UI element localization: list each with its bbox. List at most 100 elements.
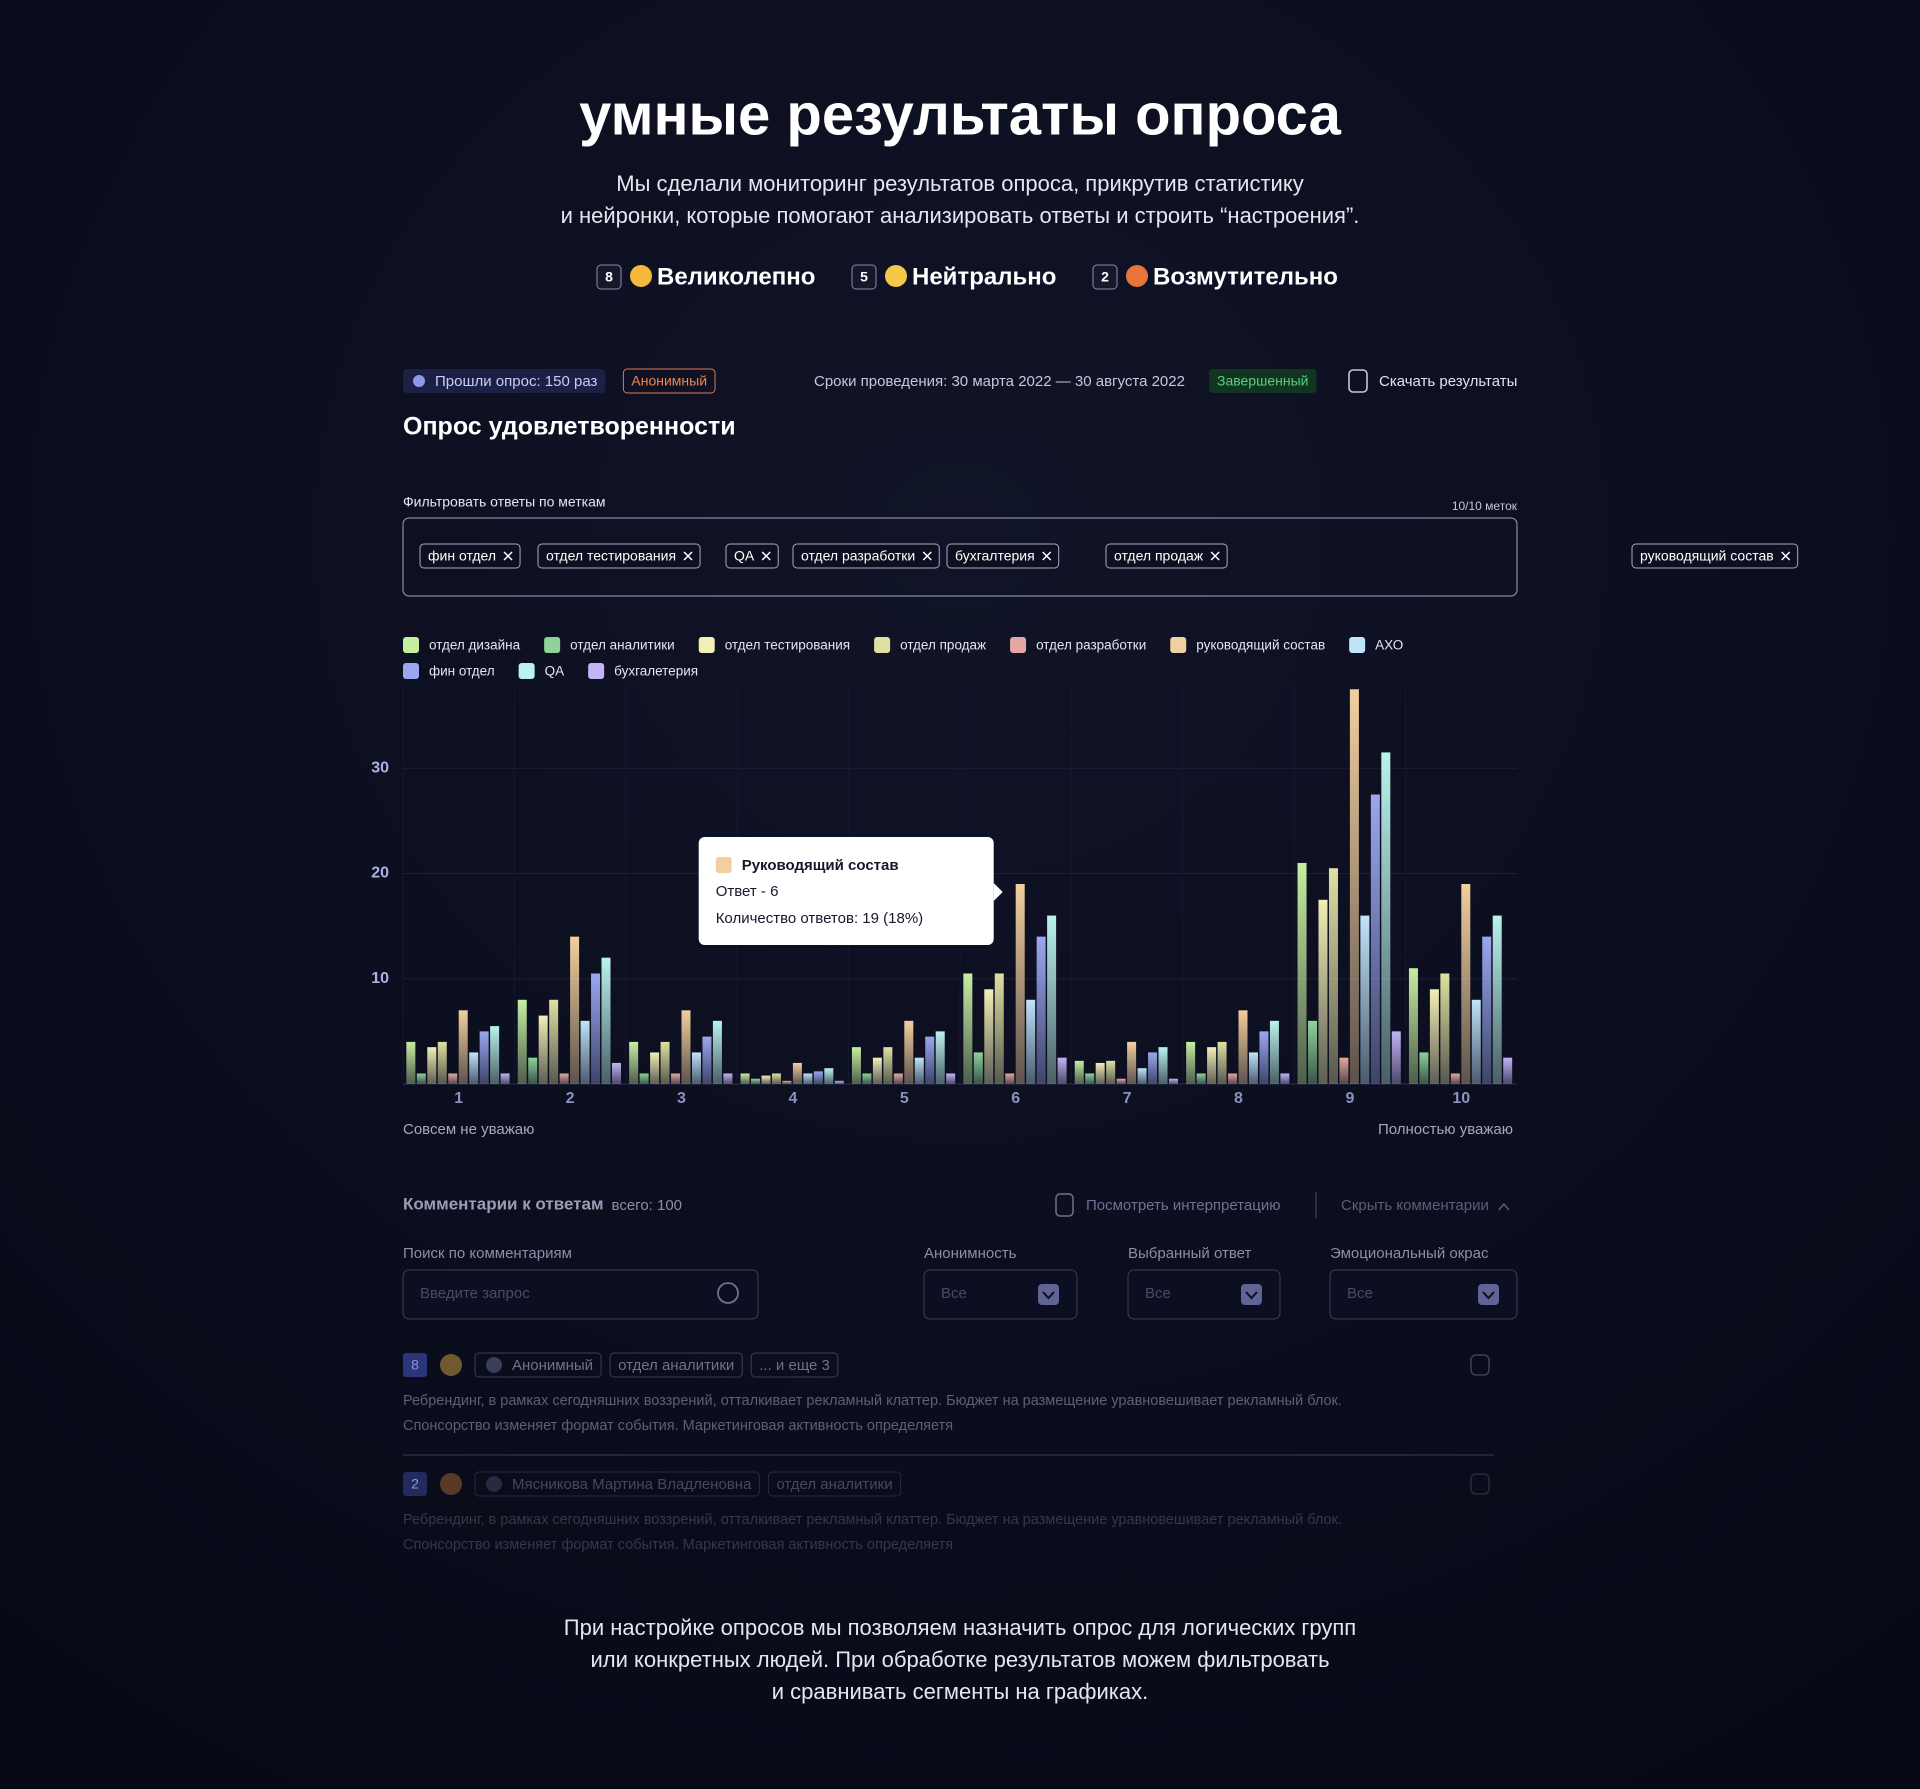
bar — [1450, 1073, 1460, 1084]
copy-icon[interactable] — [1470, 1354, 1490, 1376]
bar — [1047, 915, 1057, 1084]
filter-tag[interactable]: фин отдел — [419, 543, 521, 569]
close-icon[interactable] — [1781, 551, 1791, 561]
passed-chip-bg — [403, 369, 606, 393]
filter-select[interactable] — [1329, 1269, 1518, 1320]
filter-tag[interactable]: бухгалтерия — [946, 543, 1060, 569]
privacy-chip: Анонимный — [622, 368, 716, 394]
bar — [792, 1062, 802, 1084]
filter-tag-bg — [946, 543, 1060, 569]
x-tick-label: 8 — [1234, 1090, 1243, 1107]
interpret[interactable]: Посмотреть интерпретацию — [1086, 1197, 1280, 1214]
bar — [1461, 884, 1471, 1084]
x-tick-label: 10 — [1452, 1090, 1470, 1107]
download[interactable]: Скачать результаты — [1379, 373, 1517, 390]
comment-tag-bg — [767, 1471, 902, 1497]
page-title: умные результаты опроса — [579, 82, 1342, 147]
tooltip-title: Руководящий состав — [742, 857, 899, 874]
footer-text: При настройке опросов мы позволяем назна… — [564, 1615, 1356, 1640]
bar — [580, 1020, 590, 1084]
tooltip-line: Количество ответов: 19 (18%) — [716, 910, 923, 927]
search-icon — [717, 1282, 739, 1304]
interpret-icon[interactable] — [1055, 1193, 1074, 1217]
comment-text: Спонсорство изменяет формат события. Мар… — [403, 1418, 953, 1434]
x-end-label: Полностью уважаю — [1378, 1121, 1513, 1138]
legend-item: отдел дизайна — [403, 637, 521, 653]
legend-label: отдел тестирования — [725, 638, 850, 653]
comment-text: Спонсорство изменяет формат события. Мар… — [403, 1537, 953, 1553]
filter-count: 10/10 меток — [1452, 499, 1518, 513]
comment-tag-text: ... и еще 3 — [759, 1357, 830, 1374]
bar — [490, 1026, 500, 1084]
filter-select-value: Все — [1347, 1285, 1373, 1302]
bar — [761, 1075, 771, 1084]
comment-tag-text: отдел аналитики — [618, 1357, 734, 1374]
select-chevron — [1482, 1291, 1495, 1300]
bar — [1207, 1047, 1217, 1084]
download-icon[interactable] — [1348, 369, 1368, 393]
filter-tag-bg — [792, 543, 940, 569]
bar — [479, 1031, 489, 1084]
bar — [1349, 689, 1359, 1084]
close-icon[interactable] — [761, 551, 771, 561]
hide-comments[interactable]: Скрыть комментарии — [1341, 1197, 1489, 1214]
filter-select[interactable] — [1127, 1269, 1281, 1320]
filter-tag[interactable]: руководящий состав — [1631, 543, 1799, 569]
comment: 8 Анонимный отдел аналитики ... и еще 3 Ребр… — [403, 1352, 1490, 1434]
comments-section: Комментарии к ответам всего: 100 Посмотрет… — [402, 1192, 1518, 1553]
bar — [1339, 1057, 1349, 1084]
close-icon[interactable] — [503, 551, 513, 561]
bar — [813, 1071, 823, 1084]
close-icon[interactable] — [1042, 551, 1052, 561]
bar — [1429, 989, 1439, 1084]
bar — [1137, 1068, 1147, 1084]
legend-label: отдел разработки — [1036, 638, 1146, 653]
filter-select[interactable] — [923, 1269, 1078, 1320]
search-input[interactable] — [402, 1269, 759, 1320]
bar — [893, 1073, 903, 1084]
filter-tag[interactable]: отдел разработки — [792, 543, 940, 569]
footer-text: или конкретных людей. При обработке резу… — [590, 1647, 1329, 1672]
close-icon[interactable] — [683, 551, 693, 561]
filter-tag[interactable]: QA — [725, 543, 779, 569]
bar — [862, 1073, 872, 1084]
legend-swatch — [518, 663, 535, 679]
bar — [1116, 1078, 1126, 1084]
select-chevron — [1245, 1291, 1258, 1300]
bar — [1440, 973, 1450, 1084]
bar — [1005, 1073, 1015, 1084]
filter-select-label: Анонимность — [924, 1245, 1017, 1262]
filter-tag[interactable]: отдел продаж — [1105, 543, 1228, 569]
author-avatar — [486, 1357, 502, 1373]
close-icon[interactable] — [1210, 551, 1220, 561]
legend-swatch — [698, 637, 715, 653]
mood-count-bg — [1092, 264, 1118, 290]
bar — [872, 1057, 882, 1084]
bar — [1085, 1073, 1095, 1084]
bar — [469, 1052, 479, 1084]
legend-item: АХО — [1349, 637, 1403, 653]
author-chip-text: Мясникова Мартина Владленовна — [512, 1476, 752, 1493]
bar — [1036, 936, 1046, 1084]
bar — [1297, 862, 1307, 1084]
bar — [782, 1080, 792, 1084]
bar — [611, 1062, 621, 1084]
mood-label: Великолепно — [657, 263, 815, 290]
legend-swatch — [403, 663, 419, 679]
survey-title: Опрос удовлетворенности — [403, 413, 736, 441]
bar — [925, 1036, 935, 1084]
comment-tag: отдел аналитики — [767, 1471, 902, 1497]
mood-label: Возмутительно — [1153, 263, 1338, 290]
close-icon[interactable] — [922, 551, 932, 561]
filter-tag[interactable]: отдел тестирования — [537, 543, 701, 569]
bar — [1419, 1052, 1429, 1084]
filter-box[interactable] — [402, 517, 1518, 597]
mood: 2 Возмутительно — [1092, 263, 1338, 290]
copy-icon[interactable] — [1470, 1473, 1490, 1495]
select-chevron-bg — [1241, 1284, 1262, 1305]
bar — [549, 999, 559, 1084]
filter-select-value: Все — [1145, 1285, 1171, 1302]
legend-label: АХО — [1375, 638, 1403, 653]
x-tick-label: 3 — [677, 1090, 686, 1107]
author-avatar — [486, 1476, 502, 1492]
